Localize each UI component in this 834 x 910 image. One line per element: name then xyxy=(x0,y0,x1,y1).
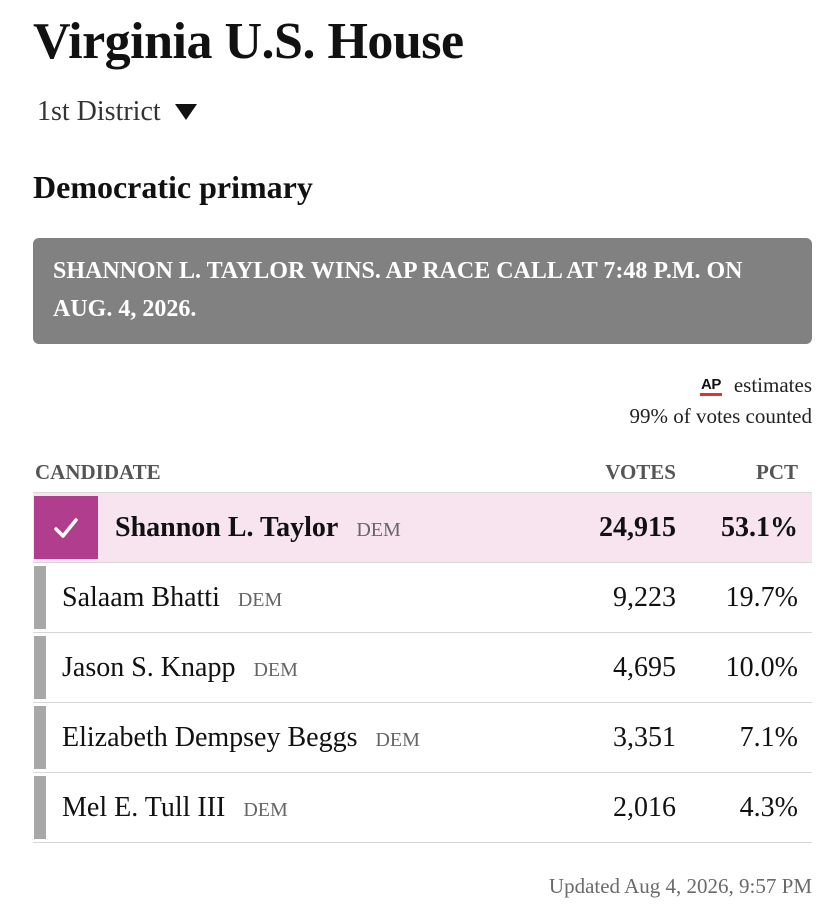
candidate-name: Salaam Bhatti xyxy=(62,581,220,613)
column-header-votes: VOTES xyxy=(605,460,676,484)
candidate-name: Elizabeth Dempsey Beggs xyxy=(62,721,358,753)
candidate-party: DEM xyxy=(243,799,288,821)
column-header-candidate: CANDIDATE xyxy=(35,460,161,484)
candidate-party: DEM xyxy=(375,729,420,751)
candidate-votes: 9,223 xyxy=(613,581,676,613)
table-row: Jason S. Knapp DEM 4,695 10.0% xyxy=(33,633,812,703)
district-dropdown[interactable]: 1st District xyxy=(37,92,197,132)
race-subtitle: Democratic primary xyxy=(33,169,313,205)
updated-timestamp: Updated Aug 4, 2026, 9:57 PM xyxy=(548,874,812,898)
candidate-name: Jason S. Knapp xyxy=(62,651,236,683)
candidate-pct: 4.3% xyxy=(739,791,798,823)
votes-counted-label: 99% of votes counted xyxy=(629,404,812,428)
candidate-party: DEM xyxy=(253,659,298,681)
candidate-color-bar xyxy=(34,636,46,699)
caret-down-icon xyxy=(174,104,197,120)
candidate-color-bar xyxy=(34,776,46,839)
page-title: Virginia U.S. House xyxy=(33,13,464,70)
table-row: Mel E. Tull III DEM 2,016 4.3% xyxy=(33,773,812,843)
candidate-color-bar xyxy=(34,706,46,769)
candidate-votes: 24,915 xyxy=(599,511,676,543)
candidate-votes: 2,016 xyxy=(613,791,676,823)
results-table: CANDIDATE VOTES PCT Shannon L. Taylor DE… xyxy=(33,456,812,843)
candidate-name: Shannon L. Taylor xyxy=(115,511,339,543)
candidate-pct: 7.1% xyxy=(739,721,798,753)
winner-checkmark-box xyxy=(34,496,98,559)
estimates-label: estimates xyxy=(733,373,812,397)
estimates-block: AP estimates 99% of votes counted xyxy=(629,370,812,432)
candidate-party: DEM xyxy=(237,589,283,611)
candidate-color-bar xyxy=(34,566,46,629)
district-selected-label: 1st District xyxy=(37,96,161,127)
column-header-pct: PCT xyxy=(756,460,798,484)
candidate-votes: 3,351 xyxy=(613,721,676,753)
candidate-votes: 4,695 xyxy=(613,651,676,683)
table-header: CANDIDATE VOTES PCT xyxy=(33,456,812,493)
candidate-pct: 53.1% xyxy=(721,511,798,543)
ap-logo-icon: AP xyxy=(700,376,722,396)
table-row: Salaam Bhatti DEM 9,223 19.7% xyxy=(33,563,812,633)
table-row-winner: Shannon L. Taylor DEM 24,915 53.1% xyxy=(33,493,812,563)
race-call-banner: SHANNON L. TAYLOR WINS. AP RACE CALL AT … xyxy=(33,238,812,344)
candidate-party: DEM xyxy=(356,519,401,541)
candidate-pct: 19.7% xyxy=(725,581,798,613)
candidate-pct: 10.0% xyxy=(725,651,798,683)
candidate-name: Mel E. Tull III xyxy=(62,791,226,823)
table-row: Elizabeth Dempsey Beggs DEM 3,351 7.1% xyxy=(33,703,812,773)
checkmark-icon xyxy=(54,517,78,538)
